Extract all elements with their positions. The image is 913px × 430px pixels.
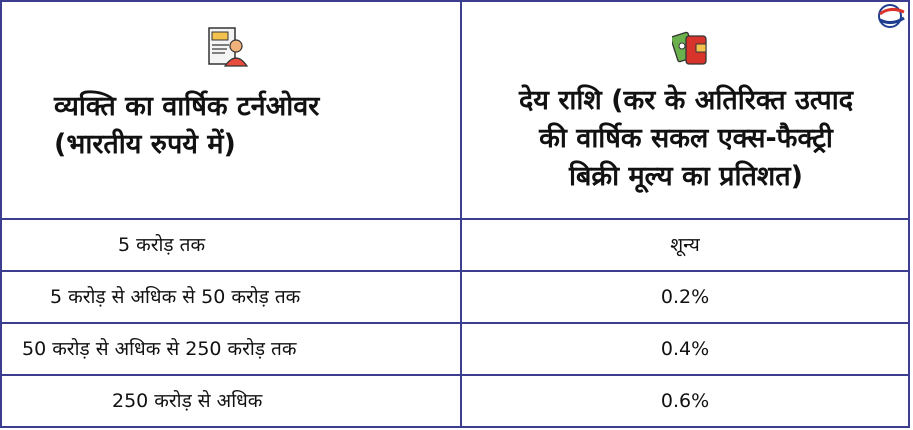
brand-swirl-logo-icon [878, 4, 905, 28]
header-turnover-line1: व्यक्ति का वार्षिक टर्नओवर [54, 91, 320, 122]
table-row: 5 करोड़ तक शून्य [2, 218, 908, 270]
table-row: 250 करोड़ से अधिक 0.6% [2, 374, 908, 426]
table-row: 50 करोड़ से अधिक से 250 करोड़ तक 0.4% [2, 322, 908, 374]
header-amount-label: देय राशि (कर के अतिरिक्त उत्पाद की वार्ष… [462, 82, 910, 196]
header-cell-amount: देय राशि (कर के अतिरिक्त उत्पाद की वार्ष… [462, 2, 910, 218]
money-wallet-icon [672, 31, 707, 65]
header-cell-turnover: व्यक्ति का वार्षिक टर्नओवर (भारतीय रुपये… [2, 2, 462, 218]
header-amount-line2: की वार्षिक सकल एक्स-फैक्ट्री [539, 123, 833, 154]
header-turnover-label: व्यक्ति का वार्षिक टर्नओवर (भारतीय रुपये… [2, 88, 460, 164]
header-amount-line3: बिक्री मूल्य का प्रतिशत) [568, 161, 804, 192]
rate-cell: शून्य [670, 234, 700, 256]
turnover-cell: 50 करोड़ से अधिक से 250 करोड़ तक [2, 324, 462, 374]
tax-person-icon [208, 27, 249, 67]
rate-cell: 0.6% [660, 390, 710, 412]
header-amount-line1: देय राशि (कर के अतिरिक्त उत्पाद [518, 85, 854, 116]
table-row: 5 करोड़ से अधिक से 50 करोड़ तक 0.2% [2, 270, 908, 322]
rate-cell: 0.2% [660, 286, 710, 308]
rate-cell: 0.4% [660, 338, 710, 360]
turnover-cell: 250 करोड़ से अधिक [2, 376, 462, 426]
turnover-cell: 5 करोड़ तक [2, 220, 462, 270]
header-turnover-line2: (भारतीय रुपये में) [54, 129, 236, 160]
turnover-cell: 5 करोड़ से अधिक से 50 करोड़ तक [2, 272, 462, 322]
